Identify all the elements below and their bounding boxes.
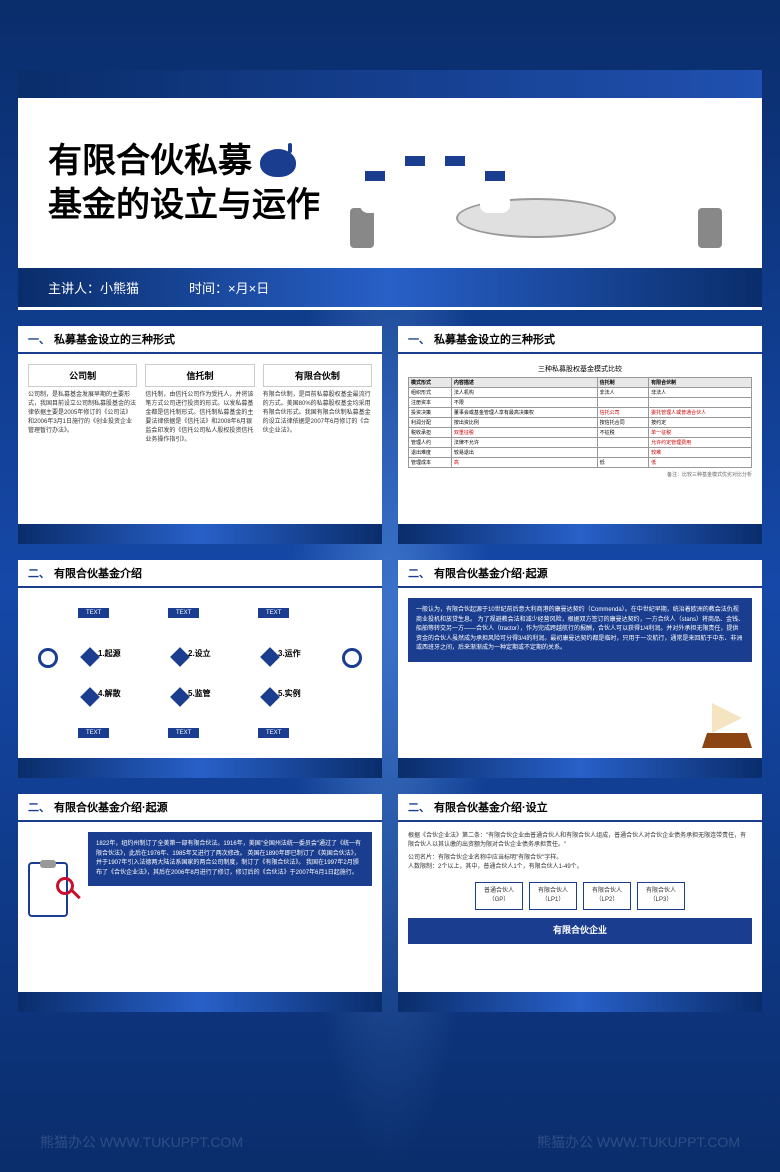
magnifier-icon <box>56 877 74 895</box>
col-partnership: 有限合伙制 有限合伙制，是目前私募股权基金最流行的方式。美国80%的私募股权基金… <box>263 364 372 445</box>
diamond-icon <box>80 647 100 667</box>
piggy-bank-icon <box>260 149 296 177</box>
origin-text: 一般认为，有限合伙起源于10世纪前后意大利商港的康曼达契约（Commenda）。… <box>408 598 752 662</box>
title-slide: 有限合伙私募基金的设立与运作 主讲人：小熊猫 时间：×月×日 <box>18 70 762 310</box>
diamond-icon <box>170 647 190 667</box>
diamond-icon <box>260 687 280 707</box>
watermark: 熊猫办公 WWW.TUKUPPT.COM <box>537 1132 740 1152</box>
circle-icon <box>38 648 58 668</box>
slide-origin-2: 二、有限合伙基金介绍·起源 1822年，纽约州制订了全美第一部有限合伙法。191… <box>18 794 382 1012</box>
enterprise-box: 有限合伙企业 <box>408 918 752 944</box>
time-info: 时间：×月×日 <box>189 278 269 297</box>
slide-intro-flow: 二、有限合伙基金介绍 TEXT TEXT TEXT 1.起源 2.设立 3.运作… <box>18 560 382 778</box>
slide-origin-1: 二、有限合伙基金介绍·起源 一般认为，有限合伙起源于10世纪前后意大利商港的康曼… <box>398 560 762 778</box>
slide-comparison-table: 一、私募基金设立的三种形式 三种私募股权基金模式比较 模式形式内容描述信托制有限… <box>398 326 762 544</box>
diamond-icon <box>260 647 280 667</box>
comparison-table: 模式形式内容描述信托制有限合伙制 组织形式法人机构非法人非法人 注册资本不限 投… <box>408 377 752 468</box>
slide-three-forms: 一、私募基金设立的三种形式 公司制 公司制，是私募基金发展早期的主要形式，我国目… <box>18 326 382 544</box>
presenter-info: 主讲人：小熊猫 <box>48 278 139 297</box>
circle-icon <box>342 648 362 668</box>
watermark: 熊猫办公 WWW.TUKUPPT.COM <box>40 1132 243 1152</box>
meeting-illustration <box>340 118 732 248</box>
history-text: 1822年，纽约州制订了全美第一部有限合伙法。1916年，美国"全国州法统一委员… <box>88 832 372 886</box>
col-company: 公司制 公司制，是私募基金发展早期的主要形式，我国目前设立公司制私募股基金的法律… <box>28 364 137 445</box>
diamond-icon <box>80 687 100 707</box>
ship-icon <box>702 698 752 748</box>
main-title: 有限合伙私募基金的设立与运作 <box>48 139 320 227</box>
diamond-icon <box>170 687 190 707</box>
partner-chart: 普通合伙人（GP） 有限合伙人（LP1） 有限合伙人（LP2） 有限合伙人（LP… <box>408 882 752 910</box>
slide-setup: 二、有限合伙基金介绍·设立 根据《合伙企业法》第二条："有限合伙企业由普通合伙人… <box>398 794 762 1012</box>
col-trust: 信托制 信托制，由信托公司作为受托人，并将该笔方式公司进行投资的形式。以发私募基… <box>145 364 254 445</box>
